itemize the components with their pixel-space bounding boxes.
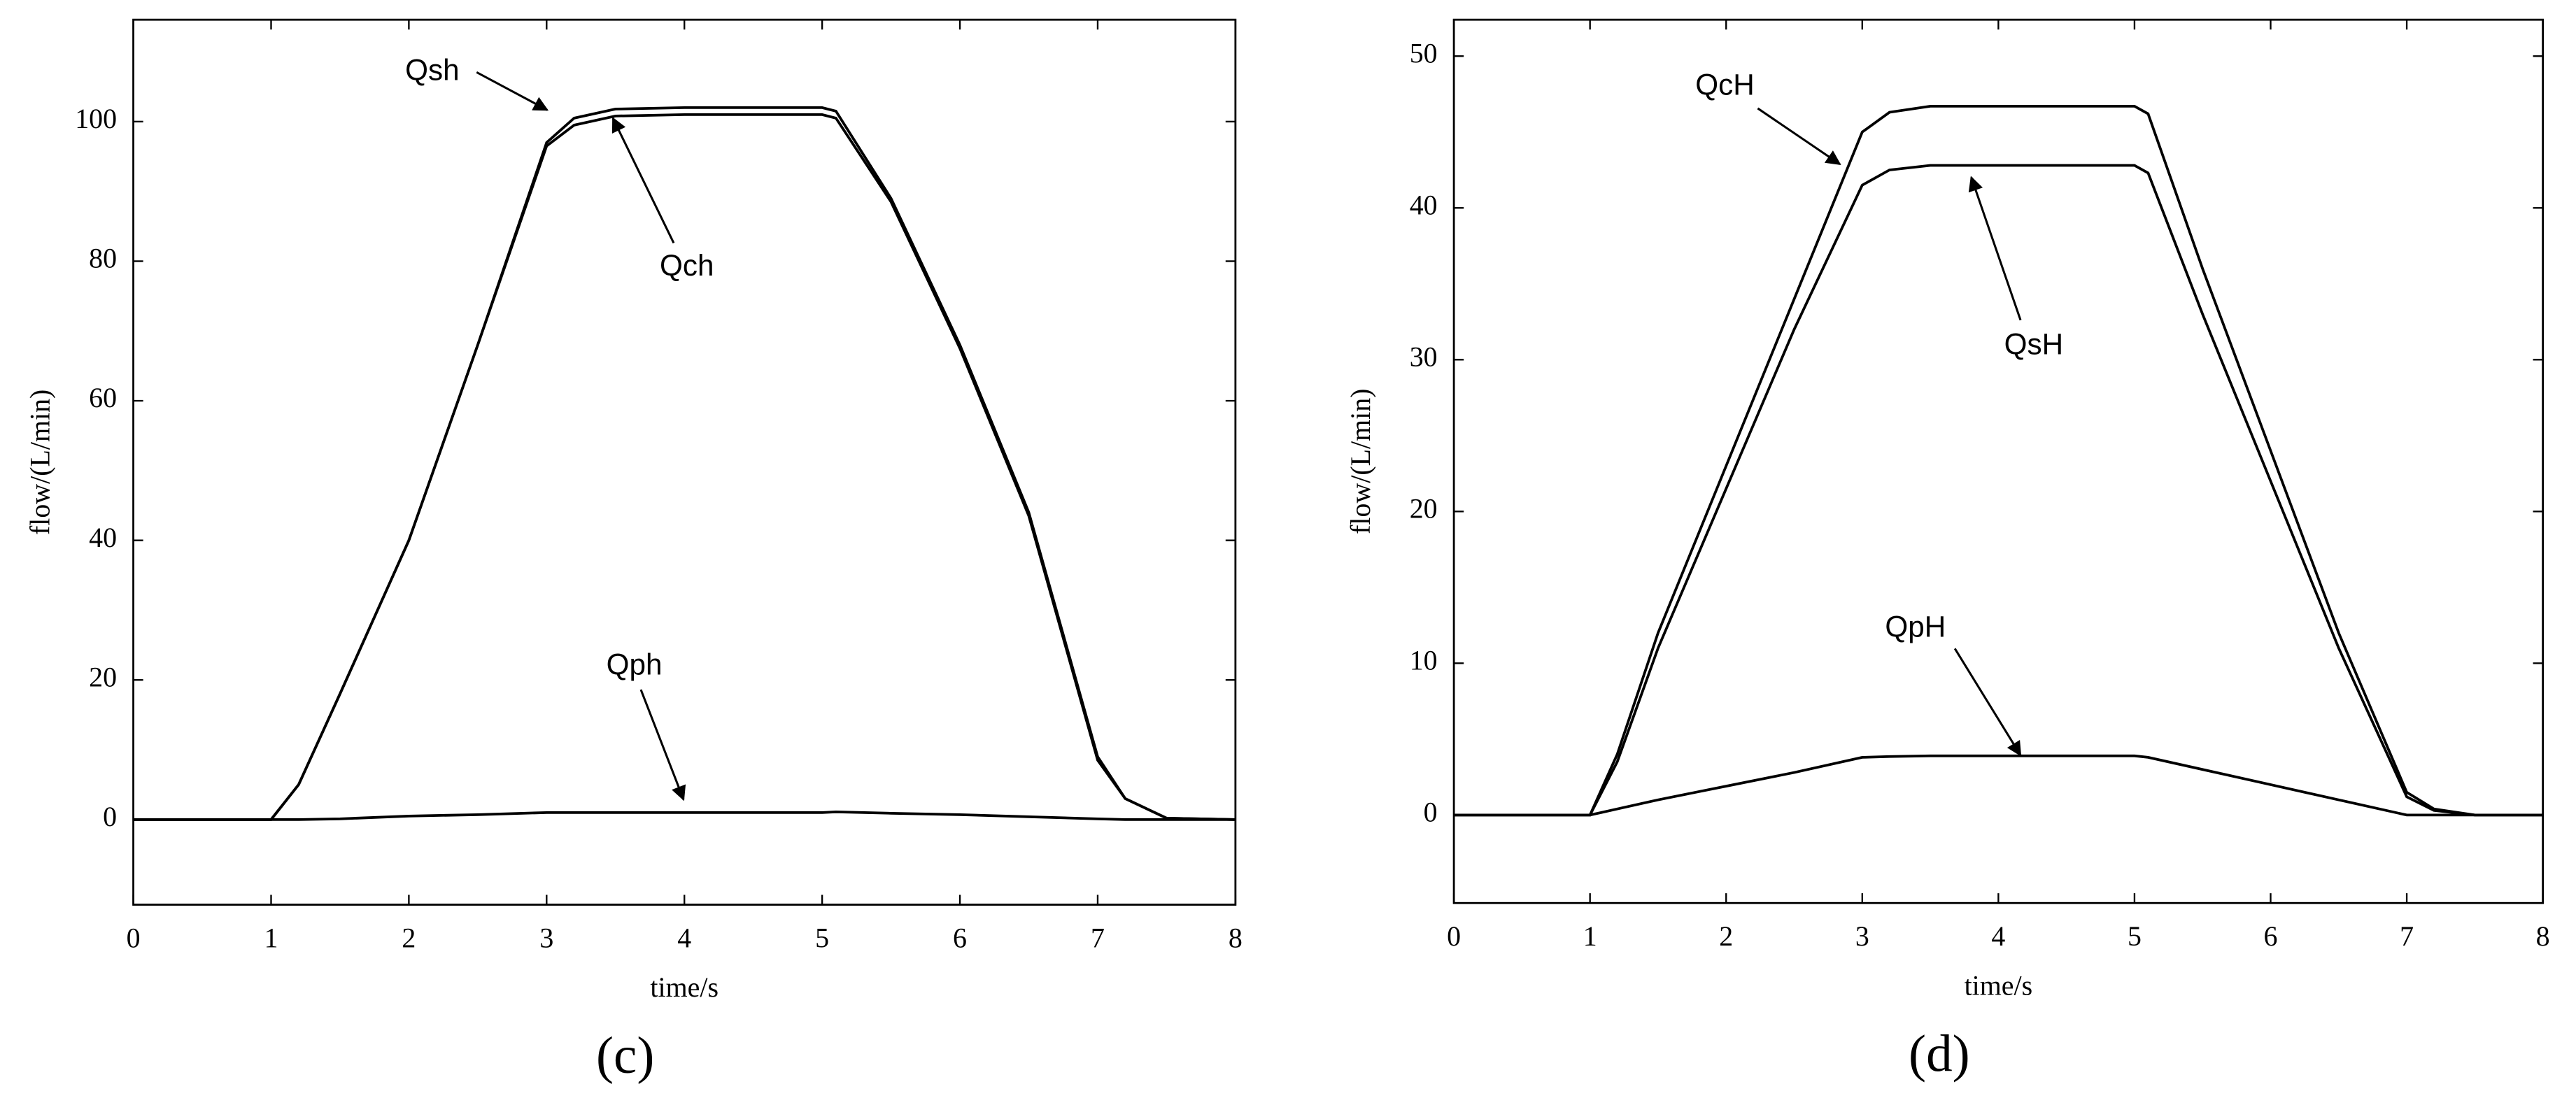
x-tick-label: 1	[1583, 920, 1597, 952]
series-label: Qph	[607, 648, 663, 680]
plot-frame	[1452, 18, 2545, 904]
x-tick-label: 6	[2264, 920, 2278, 952]
data-line	[1454, 164, 2543, 817]
y-tick-label: 0	[103, 801, 117, 832]
x-axis-label: time/s	[650, 971, 719, 1003]
y-axis-label: flow/(L/min)	[24, 390, 56, 535]
data-line	[1454, 754, 2543, 817]
annotation-arrow	[1953, 648, 2022, 757]
x-tick-label: 6	[953, 922, 967, 953]
y-tick-label: 20	[1410, 492, 1438, 524]
x-tick-label: 7	[1091, 922, 1105, 953]
y-tick-label: 80	[89, 243, 117, 274]
x-tick-label: 5	[2128, 920, 2142, 952]
y-tick-label: 40	[89, 522, 117, 553]
x-tick-label: 3	[1855, 920, 1869, 952]
y-axis-label: flow/(L/min)	[1345, 389, 1376, 534]
x-tick-label: 8	[1229, 922, 1243, 953]
x-tick-label: 0	[1447, 920, 1461, 952]
series-label: Qsh	[405, 53, 460, 86]
x-tick-label: 0	[127, 922, 141, 953]
x-tick-label: 7	[2400, 920, 2414, 952]
plot-frame	[132, 18, 1237, 906]
x-tick-label: 8	[2536, 920, 2550, 952]
y-tick-label: 30	[1410, 341, 1438, 372]
annotation-arrow	[1968, 176, 2022, 321]
data-line	[133, 106, 1236, 821]
x-tick-label: 4	[677, 922, 691, 953]
x-tick-label: 2	[1719, 920, 1733, 952]
x-tick-label: 2	[402, 922, 416, 953]
series-label: QcH	[1695, 69, 1755, 101]
series-label: QsH	[2004, 328, 2063, 361]
annotation-arrow	[476, 71, 549, 111]
y-tick-label: 10	[1410, 644, 1438, 676]
data-line	[133, 113, 1236, 821]
x-tick-label: 1	[264, 922, 278, 953]
annotation-arrow	[611, 117, 675, 244]
annotation-arrow	[1757, 107, 1841, 166]
panel-label: (c)	[596, 1027, 654, 1085]
y-tick-label: 100	[75, 103, 117, 134]
data-line	[133, 810, 1236, 821]
x-tick-label: 4	[1991, 920, 2005, 952]
y-tick-label: 60	[89, 382, 117, 413]
y-tick-label: 40	[1410, 189, 1438, 220]
x-tick-label: 3	[539, 922, 553, 953]
y-tick-label: 0	[1424, 797, 1438, 828]
annotation-arrow	[639, 689, 686, 801]
y-tick-label: 50	[1410, 37, 1438, 69]
panel-label: (d)	[1909, 1025, 1970, 1083]
series-label: QpH	[1885, 610, 1946, 643]
y-tick-label: 20	[89, 661, 117, 692]
x-tick-label: 5	[815, 922, 829, 953]
series-label: Qch	[660, 249, 714, 282]
x-axis-label: time/s	[1965, 969, 2033, 1001]
data-line	[1454, 104, 2543, 817]
